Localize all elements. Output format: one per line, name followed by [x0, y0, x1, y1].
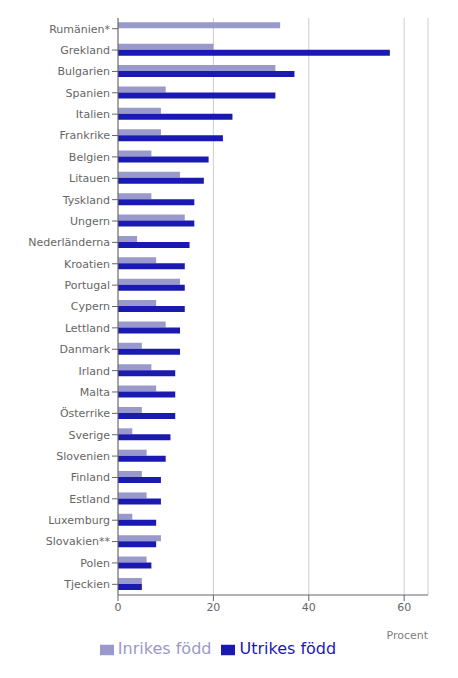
svg-text:Kroatien: Kroatien — [64, 258, 110, 271]
svg-text:Slovakien**: Slovakien** — [46, 535, 111, 548]
svg-text:Danmark: Danmark — [59, 343, 110, 356]
svg-text:60: 60 — [397, 601, 411, 614]
svg-text:Rumänien*: Rumänien* — [49, 23, 110, 36]
html-text:Inrikes född: Inrikes född — [117, 639, 212, 658]
svg-text:Lettland: Lettland — [65, 322, 110, 335]
svg-text:Estland: Estland — [69, 493, 110, 506]
svg-text:Belgien: Belgien — [69, 151, 110, 164]
svg-text:Sverige: Sverige — [68, 429, 110, 442]
svg-text:20: 20 — [206, 601, 220, 614]
svg-text:Finland: Finland — [71, 471, 110, 484]
svg-text:Grekland: Grekland — [60, 44, 110, 57]
svg-text:40: 40 — [302, 601, 316, 614]
svg-text:Malta: Malta — [80, 386, 110, 399]
svg-text:Irland: Irland — [78, 365, 110, 378]
svg-text:Italien: Italien — [76, 108, 110, 121]
svg-text:Tyskland: Tyskland — [62, 194, 110, 207]
svg-text:Portugal: Portugal — [64, 279, 110, 292]
svg-text:Tjeckien: Tjeckien — [63, 578, 110, 591]
svg-text:Polen: Polen — [80, 557, 110, 570]
svg-text:Ungern: Ungern — [70, 215, 110, 228]
svg-text:Nederländerna: Nederländerna — [28, 236, 110, 249]
svg-text:Österrike: Österrike — [60, 407, 110, 420]
svg-text:Litauen: Litauen — [69, 172, 110, 185]
svg-text:Frankrike: Frankrike — [60, 129, 111, 142]
svg-text:Luxemburg: Luxemburg — [48, 514, 110, 527]
svg-text:Bulgarien: Bulgarien — [57, 65, 110, 78]
svg-text:0: 0 — [115, 601, 122, 614]
svg-text:Spanien: Spanien — [66, 87, 111, 100]
html-text:Utrikes född: Utrikes född — [239, 639, 337, 658]
svg-text:Slovenien: Slovenien — [56, 450, 110, 463]
svg-text:Cypern: Cypern — [71, 300, 110, 313]
svg-text:Procent: Procent — [386, 629, 428, 642]
